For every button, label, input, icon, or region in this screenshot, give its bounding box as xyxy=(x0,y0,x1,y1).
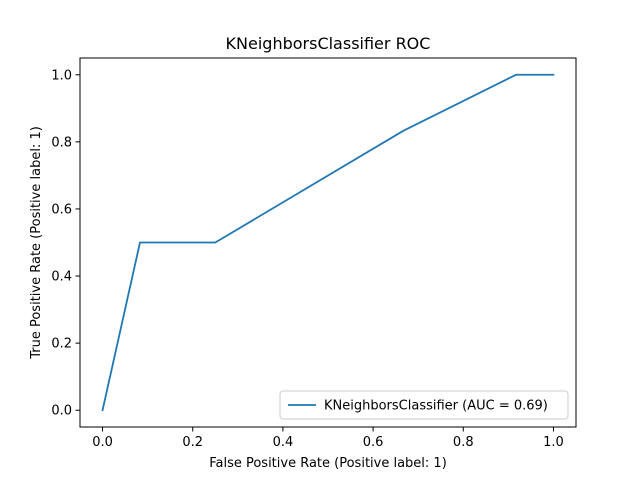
x-axis-ticks: 0.0 0.2 0.4 0.6 0.8 1.0 xyxy=(92,427,564,450)
series-layer xyxy=(101,73,555,412)
plot-area xyxy=(79,57,577,428)
x-tick-label: 0.4 xyxy=(273,435,294,450)
axes-frame xyxy=(79,57,577,428)
y-tick-label: 0.0 xyxy=(51,404,72,419)
y-tick-label: 0.4 xyxy=(51,270,72,285)
y-tick-label: 0.6 xyxy=(51,202,72,217)
y-axis-ticks: 0.0 0.2 0.4 0.6 0.8 1.0 xyxy=(51,68,80,419)
legend-label: KNeighborsClassifier (AUC = 0.69) xyxy=(324,399,548,414)
legend-box xyxy=(279,390,569,420)
x-tick-label: 0.2 xyxy=(182,435,203,450)
roc-curve-line xyxy=(101,73,555,412)
y-tick-label: 0.8 xyxy=(51,135,72,150)
y-axis-label: True Positive Rate (Positive label: 1) xyxy=(29,126,44,360)
x-tick-label: 0.6 xyxy=(363,435,384,450)
chart-title: KNeighborsClassifier ROC xyxy=(226,34,431,53)
x-tick-label: 0.0 xyxy=(92,435,113,450)
y-tick-label: 0.2 xyxy=(51,337,72,352)
y-tick-label: 1.0 xyxy=(51,68,72,83)
x-axis-label: False Positive Rate (Positive label: 1) xyxy=(209,456,447,471)
legend: KNeighborsClassifier (AUC = 0.69) xyxy=(279,390,569,420)
x-tick-label: 0.8 xyxy=(453,435,474,450)
x-tick-label: 1.0 xyxy=(543,435,564,450)
